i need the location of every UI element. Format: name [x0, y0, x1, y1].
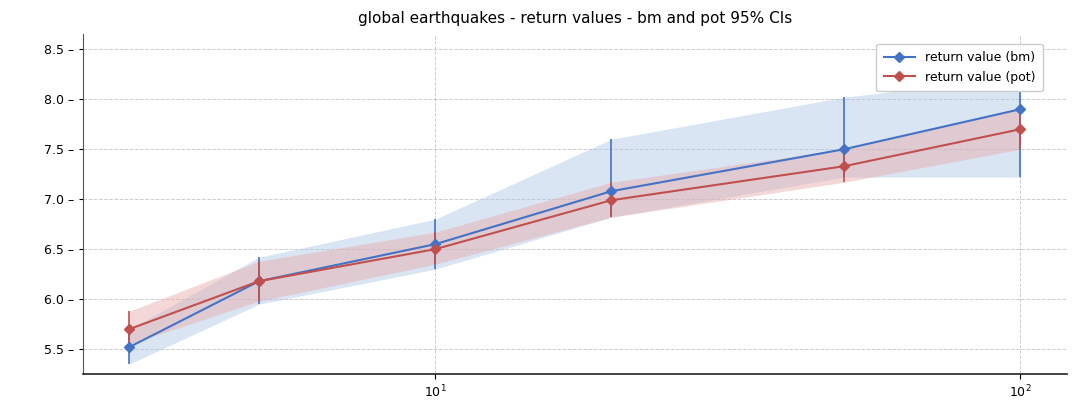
- return value (bm): [122, 345, 135, 350]
- Line: return value (pot): return value (pot): [126, 126, 1023, 333]
- Line: return value (bm): return value (bm): [126, 106, 1023, 351]
- return value (pot): [1014, 127, 1027, 132]
- return value (pot): [838, 164, 851, 169]
- return value (bm): [1014, 107, 1027, 112]
- return value (bm): [252, 278, 265, 284]
- return value (bm): [429, 241, 442, 247]
- Legend: return value (bm), return value (pot): return value (bm), return value (pot): [876, 44, 1043, 91]
- return value (bm): [838, 147, 851, 152]
- return value (bm): [605, 189, 618, 194]
- return value (pot): [122, 327, 135, 332]
- return value (pot): [252, 278, 265, 284]
- return value (pot): [605, 198, 618, 203]
- Title: global earthquakes - return values - bm and pot 95% CIs: global earthquakes - return values - bm …: [357, 11, 792, 26]
- return value (pot): [429, 247, 442, 252]
